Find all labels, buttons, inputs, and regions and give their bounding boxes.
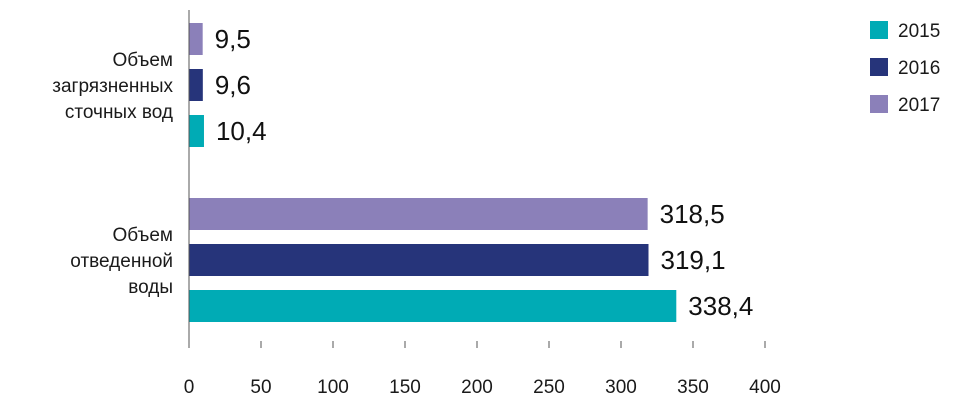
data-label: 10,4 xyxy=(216,116,267,146)
bar-2017-cat0 xyxy=(189,23,203,55)
legend-label: 2016 xyxy=(898,58,940,79)
data-label: 9,5 xyxy=(215,24,251,54)
x-tick-label: 350 xyxy=(677,377,709,398)
legend-swatch-2016 xyxy=(870,58,888,76)
category-label: воды xyxy=(128,277,173,298)
category-label: загрязненных xyxy=(52,76,173,97)
legend-label: 2017 xyxy=(898,95,940,116)
x-tick-label: 0 xyxy=(184,377,195,398)
bar-2015-cat1 xyxy=(189,290,677,322)
x-tick-label: 400 xyxy=(749,377,781,398)
legend-swatch-2015 xyxy=(870,21,888,39)
category-label: Объем xyxy=(112,225,173,246)
category-label: Объем xyxy=(112,50,173,71)
bar-2015-cat0 xyxy=(189,115,204,147)
bar-2017-cat1 xyxy=(189,198,648,230)
x-tick-label: 200 xyxy=(461,377,493,398)
data-label: 319,1 xyxy=(661,245,726,275)
category-label: сточных вод xyxy=(65,102,173,123)
x-tick-label: 150 xyxy=(389,377,421,398)
bar-2016-cat0 xyxy=(189,69,203,101)
data-label: 9,6 xyxy=(215,70,251,100)
legend-swatch-2017 xyxy=(870,95,888,113)
data-label: 338,4 xyxy=(688,291,753,321)
bar-2016-cat1 xyxy=(189,244,649,276)
data-label: 318,5 xyxy=(660,199,725,229)
x-tick-label: 250 xyxy=(533,377,565,398)
x-tick-label: 100 xyxy=(317,377,349,398)
legend-label: 2015 xyxy=(898,21,940,42)
x-tick-label: 50 xyxy=(250,377,271,398)
category-label: отведенной xyxy=(70,251,173,272)
x-tick-label: 300 xyxy=(605,377,637,398)
